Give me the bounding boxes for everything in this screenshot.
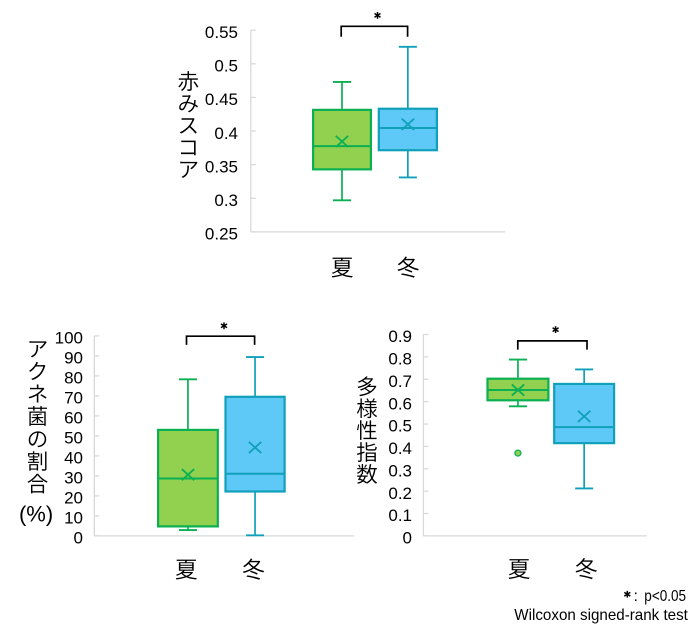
- svg-text:60: 60: [64, 409, 83, 428]
- svg-text:0.9: 0.9: [388, 327, 412, 346]
- svg-text:0.45: 0.45: [205, 90, 238, 109]
- svg-text:0.5: 0.5: [388, 417, 412, 436]
- svg-text:10: 10: [64, 509, 83, 528]
- svg-text:50: 50: [64, 429, 83, 448]
- svg-text:(%): (%): [19, 502, 53, 527]
- svg-text:0: 0: [74, 529, 83, 548]
- svg-text::: :: [634, 588, 638, 605]
- svg-text:0.3: 0.3: [214, 191, 238, 210]
- svg-text:0.25: 0.25: [205, 225, 238, 244]
- svg-text:Wilcoxon signed-rank test: Wilcoxon signed-rank test: [514, 607, 688, 624]
- svg-text:40: 40: [64, 449, 83, 468]
- svg-text:70: 70: [64, 389, 83, 408]
- svg-text:0.1: 0.1: [388, 506, 412, 525]
- svg-text:0.2: 0.2: [388, 484, 412, 503]
- svg-text:80: 80: [64, 369, 83, 388]
- svg-text:0.7: 0.7: [388, 372, 412, 391]
- svg-text:100: 100: [55, 329, 83, 348]
- svg-text:0.5: 0.5: [214, 57, 238, 76]
- svg-text:0.4: 0.4: [214, 124, 238, 143]
- svg-text:0.55: 0.55: [205, 23, 238, 42]
- svg-text:p<0.05: p<0.05: [644, 588, 686, 605]
- svg-text:0.8: 0.8: [388, 350, 412, 369]
- svg-text:20: 20: [64, 489, 83, 508]
- svg-text:0.6: 0.6: [388, 394, 412, 413]
- svg-text:0.4: 0.4: [388, 439, 412, 458]
- svg-text:90: 90: [64, 349, 83, 368]
- svg-text:0: 0: [403, 529, 412, 548]
- svg-text:30: 30: [64, 469, 83, 488]
- svg-text:0.35: 0.35: [205, 157, 238, 176]
- svg-text:0.3: 0.3: [388, 461, 412, 480]
